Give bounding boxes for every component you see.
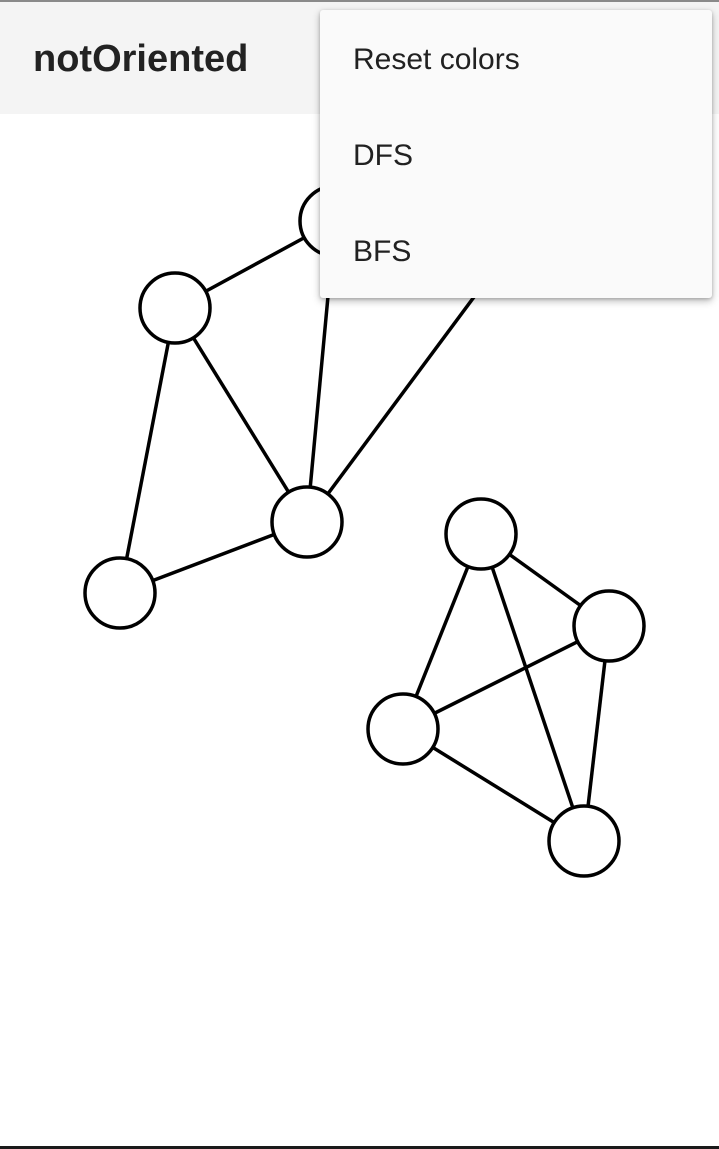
overflow-menu: Reset colors DFS BFS	[320, 10, 712, 298]
top-divider	[0, 0, 719, 2]
menu-item-bfs[interactable]: BFS	[353, 235, 412, 268]
graph-node[interactable]	[547, 804, 621, 878]
app-title: notOriented	[33, 38, 249, 80]
graph-edge	[118, 307, 177, 594]
graph-node[interactable]	[444, 497, 518, 571]
menu-item-reset-colors[interactable]: Reset colors	[353, 43, 520, 76]
bottom-divider	[0, 1146, 719, 1149]
graph-edge	[173, 307, 309, 523]
graph-node[interactable]	[270, 485, 344, 559]
graph-node[interactable]	[83, 556, 157, 630]
graph-edge	[479, 533, 586, 842]
graph-node[interactable]	[138, 271, 212, 345]
graph-edge	[402, 624, 610, 731]
graph-node[interactable]	[366, 692, 440, 766]
menu-item-dfs[interactable]: DFS	[353, 139, 413, 172]
graph-node[interactable]	[572, 589, 646, 663]
